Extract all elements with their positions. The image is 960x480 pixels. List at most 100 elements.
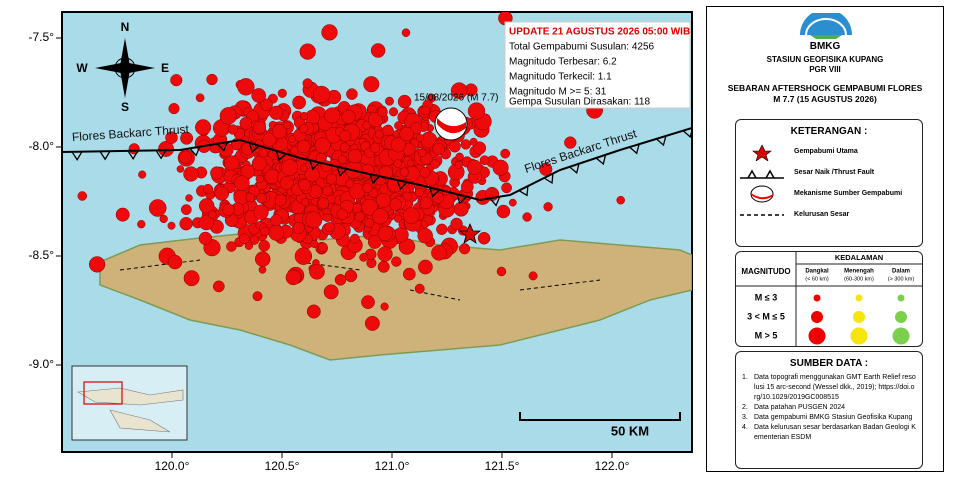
aftershock xyxy=(406,159,415,168)
aftershock xyxy=(370,43,386,58)
aftershock xyxy=(361,295,375,309)
fault-tooth xyxy=(155,149,167,160)
aftershock xyxy=(363,76,380,93)
aftershock xyxy=(364,218,375,228)
aftershock xyxy=(364,315,380,331)
aftershock xyxy=(460,180,474,194)
aftershock xyxy=(334,274,347,286)
aftershock xyxy=(288,135,296,143)
aftershock xyxy=(165,131,178,144)
station: PGR VIII xyxy=(809,65,841,74)
aftershock xyxy=(377,106,388,118)
fault-tooth xyxy=(71,151,83,161)
aftershock xyxy=(472,141,487,155)
depth-symbol xyxy=(853,311,865,323)
aftershock xyxy=(380,302,389,311)
fault-tooth xyxy=(127,150,139,161)
aftershock xyxy=(360,163,375,179)
aftershock xyxy=(350,233,360,244)
legend-text: Kelurusan Sesar xyxy=(794,211,850,218)
aftershock xyxy=(430,159,440,169)
aftershock xyxy=(260,226,270,236)
aftershock xyxy=(522,212,532,222)
compass-n: N xyxy=(121,20,130,34)
aftershock xyxy=(239,116,253,130)
fault-tooth xyxy=(489,196,501,207)
aftershock xyxy=(336,208,348,220)
aftershock xyxy=(564,136,577,149)
aftershock xyxy=(359,253,368,262)
lat-tick-label: -9.0° xyxy=(29,357,55,371)
update-box: UPDATE 21 AGUSTUS 2026 05:00 WIB Total G… xyxy=(504,21,691,109)
aftershock xyxy=(346,88,358,100)
aftershock xyxy=(448,140,461,153)
fault-teeth xyxy=(71,127,692,207)
aftershock xyxy=(137,220,146,229)
aftershock xyxy=(195,119,212,136)
aftershock xyxy=(528,271,538,281)
aftershock xyxy=(306,304,321,319)
depth-column: Dalam xyxy=(892,269,910,275)
aftershock xyxy=(312,85,331,104)
aftershock xyxy=(436,223,448,235)
aftershock xyxy=(167,221,176,230)
depth-column: Dangkal xyxy=(805,269,829,275)
sources-list: 1. Data topografi menggunakan GMT Earth R… xyxy=(736,373,922,443)
aftershock xyxy=(391,256,402,267)
aftershock xyxy=(454,161,463,169)
aftershock xyxy=(453,201,469,217)
lat-tick-label: -7.5° xyxy=(29,30,55,44)
aftershock xyxy=(347,149,363,164)
source-item: 3. Data gempabumi BMKG Stasiun Geofisika … xyxy=(736,413,922,423)
aftershock xyxy=(301,198,309,206)
thrust-fault xyxy=(62,127,692,202)
aftershock xyxy=(338,155,348,165)
depth-symbol xyxy=(811,311,823,323)
aftershock xyxy=(367,235,382,249)
fault-tooth xyxy=(216,141,228,153)
aftershock xyxy=(279,176,294,190)
aftershock xyxy=(183,270,200,287)
aftershock xyxy=(269,105,284,120)
aftershock xyxy=(418,148,427,157)
epicenter-label: 15/08/2026 (M 7.7) xyxy=(414,93,499,104)
aftershock xyxy=(179,217,193,231)
aftershock xyxy=(88,256,106,273)
aftershock xyxy=(376,192,391,208)
aftershock xyxy=(469,137,478,146)
depth-header: KEDALAMAN xyxy=(835,253,883,262)
aftershock xyxy=(318,242,328,253)
aftershock xyxy=(198,231,213,246)
aftershock xyxy=(274,194,287,207)
aftershock xyxy=(500,148,511,159)
legend-text: Mekanisme Sumber Gempabumi xyxy=(794,190,903,197)
source-item: 4. Data kelurusan sesar berdasarkan Badan… xyxy=(736,423,922,443)
aftershock xyxy=(244,241,254,250)
sources-box: SUMBER DATA : 1. Data topografi menggunak… xyxy=(735,351,923,469)
aftershock xyxy=(219,107,238,125)
source-num: 2. xyxy=(742,404,748,411)
aftershock xyxy=(339,130,352,142)
aftershock xyxy=(414,283,425,294)
depth-column-range: (60-300 km) xyxy=(844,276,874,282)
aftershock xyxy=(260,98,273,111)
fault-tooth xyxy=(248,142,260,154)
aftershock xyxy=(459,243,471,255)
aftershock xyxy=(159,214,168,224)
magnitude-row: M > 5 xyxy=(755,330,778,340)
lon-tick-label: 120.5° xyxy=(265,459,300,473)
aftershock xyxy=(128,143,140,155)
aftershock xyxy=(227,124,239,135)
aftershock xyxy=(283,121,292,130)
aftershock xyxy=(251,155,267,171)
aftershock xyxy=(222,203,235,217)
aftershock xyxy=(296,139,311,154)
legend-heading: KETERANGAN : xyxy=(790,126,868,137)
magnitude-row: M ≤ 3 xyxy=(755,292,777,302)
aftershock xyxy=(207,210,217,219)
aftershock xyxy=(418,259,433,275)
aftershock xyxy=(302,78,313,89)
fault-tooth xyxy=(682,127,692,139)
fault-tooth xyxy=(595,154,607,166)
